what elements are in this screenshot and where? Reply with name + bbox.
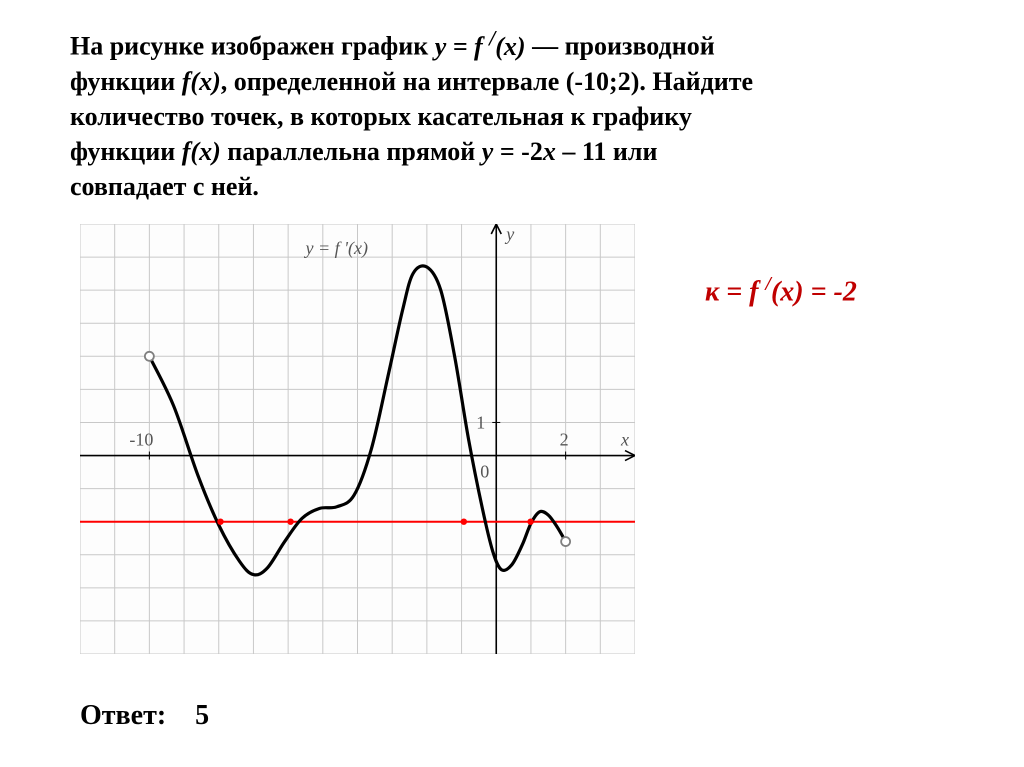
answer-block: Ответ: 5 xyxy=(80,700,209,732)
svg-text:y: y xyxy=(504,224,514,244)
t: x xyxy=(543,137,556,166)
t: параллельна прямой xyxy=(221,137,482,166)
t: На рисунке изображен график xyxy=(70,32,435,61)
svg-text:2: 2 xyxy=(560,430,569,450)
svg-text:x: x xyxy=(620,430,629,450)
t: = -2 xyxy=(493,137,542,166)
t: функции xyxy=(70,137,182,166)
answer-value: 5 xyxy=(195,700,209,731)
t: , определенной на интервале (-10;2). Най… xyxy=(221,67,753,96)
svg-text:y = f '(x): y = f '(x) xyxy=(303,238,367,259)
t: (x) xyxy=(495,32,525,61)
t: – 11 или xyxy=(556,137,658,166)
t: совпадает с ней. xyxy=(70,172,259,201)
t: — производной xyxy=(526,32,715,61)
svg-text:-10: -10 xyxy=(129,430,153,450)
answer-label: Ответ: xyxy=(80,700,166,731)
svg-text:0: 0 xyxy=(480,462,489,482)
chart-container: x y -10 0 2 1 y = f '(x) xyxy=(80,224,635,654)
problem-text: На рисунке изображен график y = f /(x) —… xyxy=(70,24,954,204)
t: y = f xyxy=(435,32,490,61)
annotation-formula: к = f /(x) = -2 xyxy=(705,274,857,308)
t: функции xyxy=(70,67,182,96)
svg-text:1: 1 xyxy=(476,413,485,433)
t: количество точек, в которых касательная … xyxy=(70,102,692,131)
t: y xyxy=(482,137,494,166)
t: f(x) xyxy=(182,137,221,166)
t: f(x) xyxy=(182,67,221,96)
derivative-chart: x y -10 0 2 1 y = f '(x) xyxy=(80,224,635,654)
